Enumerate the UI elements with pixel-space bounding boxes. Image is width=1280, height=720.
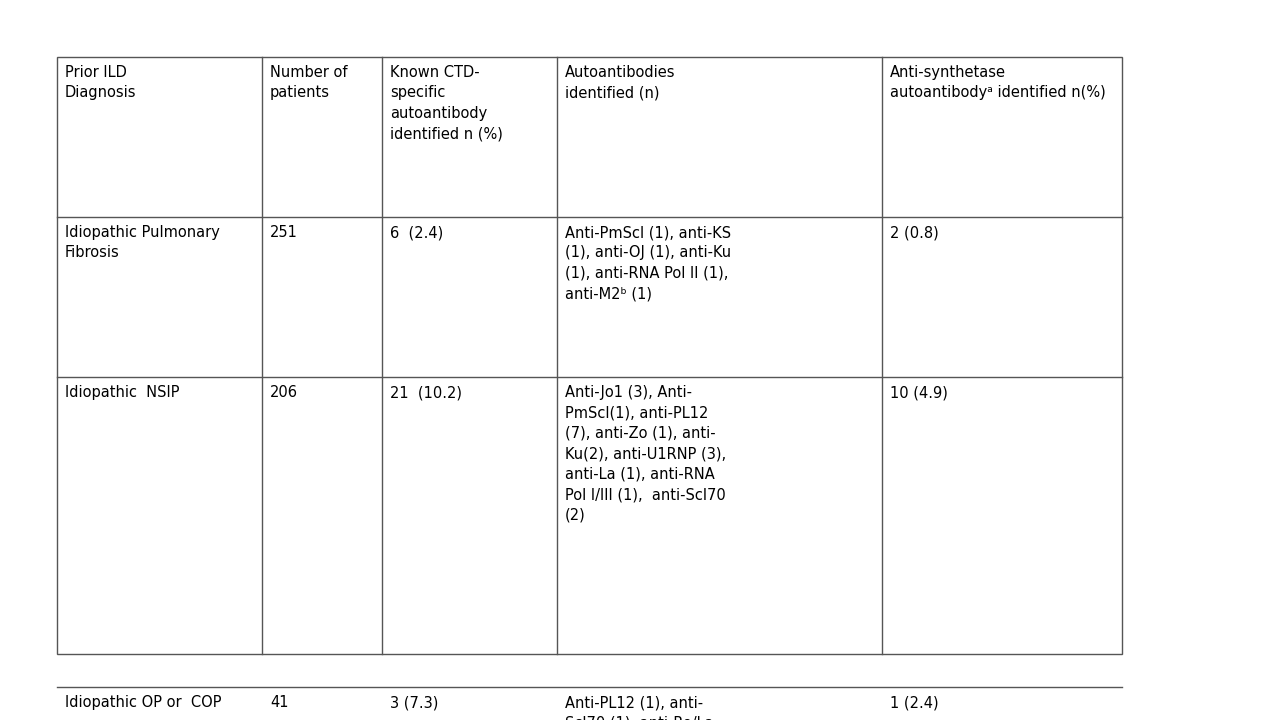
Text: 21  (10.2): 21 (10.2): [390, 385, 462, 400]
Text: 41: 41: [270, 695, 288, 710]
Text: Anti-PL12 (1), anti-
Scl70 (1), anti-Ro/La
(1): Anti-PL12 (1), anti- Scl70 (1), anti-Ro/…: [564, 695, 714, 720]
Text: Anti-PmScl (1), anti-KS
(1), anti-OJ (1), anti-Ku
(1), anti-RNA Pol II (1),
anti: Anti-PmScl (1), anti-KS (1), anti-OJ (1)…: [564, 225, 731, 301]
Text: Autoantibodies
identified (n): Autoantibodies identified (n): [564, 65, 676, 100]
Text: Idiopathic Pulmonary
Fibrosis: Idiopathic Pulmonary Fibrosis: [65, 225, 220, 261]
Text: Prior ILD
Diagnosis: Prior ILD Diagnosis: [65, 65, 137, 100]
Text: 3 (7.3): 3 (7.3): [390, 695, 438, 710]
Text: 10 (4.9): 10 (4.9): [890, 385, 948, 400]
Text: 2 (0.8): 2 (0.8): [890, 225, 938, 240]
Text: Known CTD-
specific
autoantibody
identified n (%): Known CTD- specific autoantibody identif…: [390, 65, 503, 141]
Text: Anti-synthetase
autoantibodyᵃ identified n(%): Anti-synthetase autoantibodyᵃ identified…: [890, 65, 1106, 100]
Text: 1 (2.4): 1 (2.4): [890, 695, 938, 710]
Text: 206: 206: [270, 385, 298, 400]
Text: 251: 251: [270, 225, 298, 240]
Text: 6  (2.4): 6 (2.4): [390, 225, 443, 240]
Text: Idiopathic  NSIP: Idiopathic NSIP: [65, 385, 179, 400]
Text: Number of
patients: Number of patients: [270, 65, 347, 100]
Text: Anti-Jo1 (3), Anti-
PmScl(1), anti-PL12
(7), anti-Zo (1), anti-
Ku(2), anti-U1RN: Anti-Jo1 (3), Anti- PmScl(1), anti-PL12 …: [564, 385, 726, 523]
Bar: [58, 57, 1123, 654]
Text: Idiopathic OP or  COP: Idiopathic OP or COP: [65, 695, 221, 710]
